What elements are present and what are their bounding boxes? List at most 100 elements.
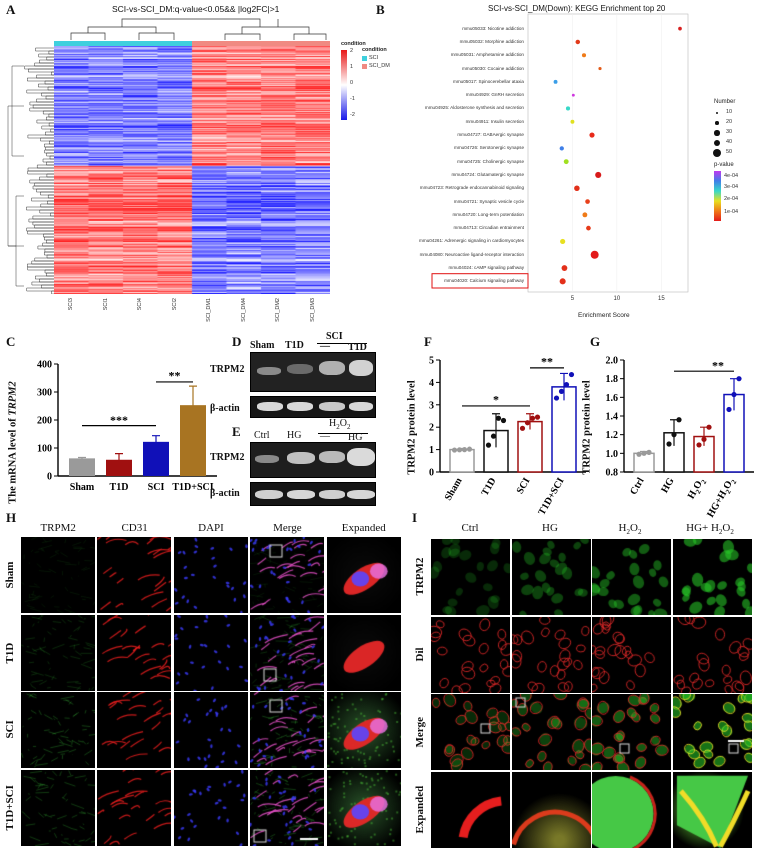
kegg-term-label: mmu04725: Cholinergic synapse — [457, 158, 524, 164]
kegg-color-scale — [714, 171, 721, 221]
size-legend-label: 10 — [726, 109, 733, 115]
micrograph-tile — [592, 694, 671, 770]
micrograph-tile — [97, 692, 172, 768]
kegg-dot — [561, 265, 568, 271]
kegg-dot — [581, 53, 587, 58]
blot-e-row-actin: β-actin — [210, 488, 240, 499]
heatmap-column-label: SCI4 — [137, 298, 144, 311]
heatmap-title: SCI-vs-SCI_DM:q-value<0.05&& |log2FC|>1 — [112, 4, 280, 14]
size-legend-item: 50 — [712, 148, 752, 158]
micrograph-tile — [326, 769, 401, 846]
kegg-dot — [586, 225, 591, 231]
micrograph-tile — [511, 694, 591, 770]
heatmap-dendrogram-top — [70, 18, 327, 40]
kegg-x-tick-label: 15 — [658, 296, 665, 302]
y-tick-label: 1.4 — [606, 412, 619, 423]
y-tick-label: 1.8 — [606, 374, 619, 385]
heatmap-column-label: SCI1 — [102, 298, 109, 311]
micrograph-tile — [173, 769, 248, 846]
error-bar — [152, 435, 160, 448]
kegg-color-legend-title: p-value — [714, 162, 734, 168]
kegg-dot — [563, 159, 569, 165]
micrograph-tile — [326, 692, 401, 768]
blot-e-sublane-none: — — [320, 431, 330, 442]
panel-label-f: F — [424, 334, 432, 349]
size-legend-item: 40 — [712, 138, 752, 148]
significance-label: *** — [110, 413, 128, 427]
data-point — [563, 382, 570, 388]
data-point — [553, 395, 560, 401]
kegg-dot — [559, 278, 566, 285]
blot-e-lane-hg: HG — [287, 430, 302, 441]
condition-sci-dm — [192, 41, 330, 46]
heatmap-dendrogram-left — [7, 47, 54, 294]
micrograph-tile — [326, 614, 401, 691]
kegg-term-label: mmu04723: Retrograde endocannabinoid sig… — [419, 185, 524, 191]
kegg-x-tick-label: 5 — [571, 296, 575, 302]
micrograph-tile — [592, 539, 671, 615]
data-point — [500, 417, 507, 424]
size-legend-label: 20 — [726, 119, 733, 125]
chart-c-ylabel: The mRNA level of TRPM2 — [5, 380, 21, 510]
panel-label-b: B — [376, 2, 385, 17]
data-point — [671, 432, 677, 438]
micrograph-tile — [511, 771, 591, 848]
kegg-term-label: mmu05030: Cocaine addiction — [461, 65, 524, 71]
y-tick-label: 2 — [429, 423, 434, 434]
y-tick-label: 1.0 — [606, 449, 619, 460]
blot-e-group-h2o2: H2O2 — [329, 418, 351, 431]
data-point — [676, 417, 682, 423]
chart-f-ylabel-text: TRPM2 protein level — [406, 380, 418, 475]
kegg-frame — [527, 13, 689, 293]
micrograph-tile — [97, 614, 172, 691]
data-point — [461, 447, 468, 453]
x-tick-label: T1D — [110, 482, 129, 493]
significance-label: ** — [712, 358, 724, 372]
panel-h-row-label: T1D — [4, 641, 16, 663]
kegg-term-label: mmu04724: Glutamatergic synapse — [451, 171, 524, 177]
kegg-size-legend: 10 20 30 40 50 — [712, 108, 752, 160]
blot-e: Ctrl HG H2O2 — HG TRPM2 β-actin — [210, 418, 380, 510]
panel-label-d: D — [232, 334, 242, 349]
significance-label: ** — [169, 369, 181, 383]
panel-h-col-header: CD31 — [121, 522, 148, 534]
kegg-term-label: mmu04929: GnRH secretion — [465, 92, 524, 98]
y-tick-label: 1 — [429, 445, 434, 456]
panel-i-column-headers: Ctrl HG H2O2 HG+ H2O2 — [430, 520, 750, 536]
panel-label-a: A — [6, 2, 16, 17]
heatmap-condition-bar — [54, 41, 330, 46]
y-tick-label: 200 — [37, 416, 52, 427]
micrograph-tile — [431, 694, 510, 770]
kegg-dot — [590, 250, 599, 259]
panel-i-row-label: Expanded — [414, 785, 426, 834]
panel-label-e: E — [232, 424, 241, 439]
panel-h-row-label: T1D+SCI — [4, 784, 16, 830]
kegg-highlight-box — [431, 273, 529, 289]
micrograph-tile — [21, 537, 95, 613]
size-legend-dot — [716, 112, 718, 114]
panel-label-h: H — [6, 510, 17, 525]
micrograph-tile — [511, 616, 591, 693]
micrograph-tile — [672, 771, 752, 848]
y-tick-label: 0 — [429, 468, 434, 479]
scale-tick-m1: -1 — [350, 96, 355, 102]
blot-e-row-trpm2: TRPM2 — [210, 452, 245, 463]
kegg-term-label: mmu04721: Synaptic vesicle cycle — [453, 198, 524, 204]
size-legend-label: 50 — [726, 149, 733, 155]
kegg-dot — [574, 185, 580, 192]
bar — [633, 452, 655, 473]
kegg-dot — [570, 119, 575, 124]
panel-i-col-hg: HG — [542, 522, 558, 534]
panel-i-row-label: Dil — [414, 647, 426, 662]
data-point — [524, 420, 531, 426]
legend-swatch-sci — [362, 56, 367, 61]
error-bar — [115, 453, 123, 466]
heatmap-color-scale — [341, 50, 347, 120]
blot-e-trpm2-strip — [250, 442, 376, 478]
micrograph-tile — [672, 539, 752, 615]
x-tick-label: SCI — [148, 482, 165, 493]
blot-e-sublane-hg: HG — [348, 432, 363, 443]
error-bar — [526, 413, 534, 430]
y-tick-label: 0 — [47, 472, 52, 483]
bar — [551, 386, 577, 473]
